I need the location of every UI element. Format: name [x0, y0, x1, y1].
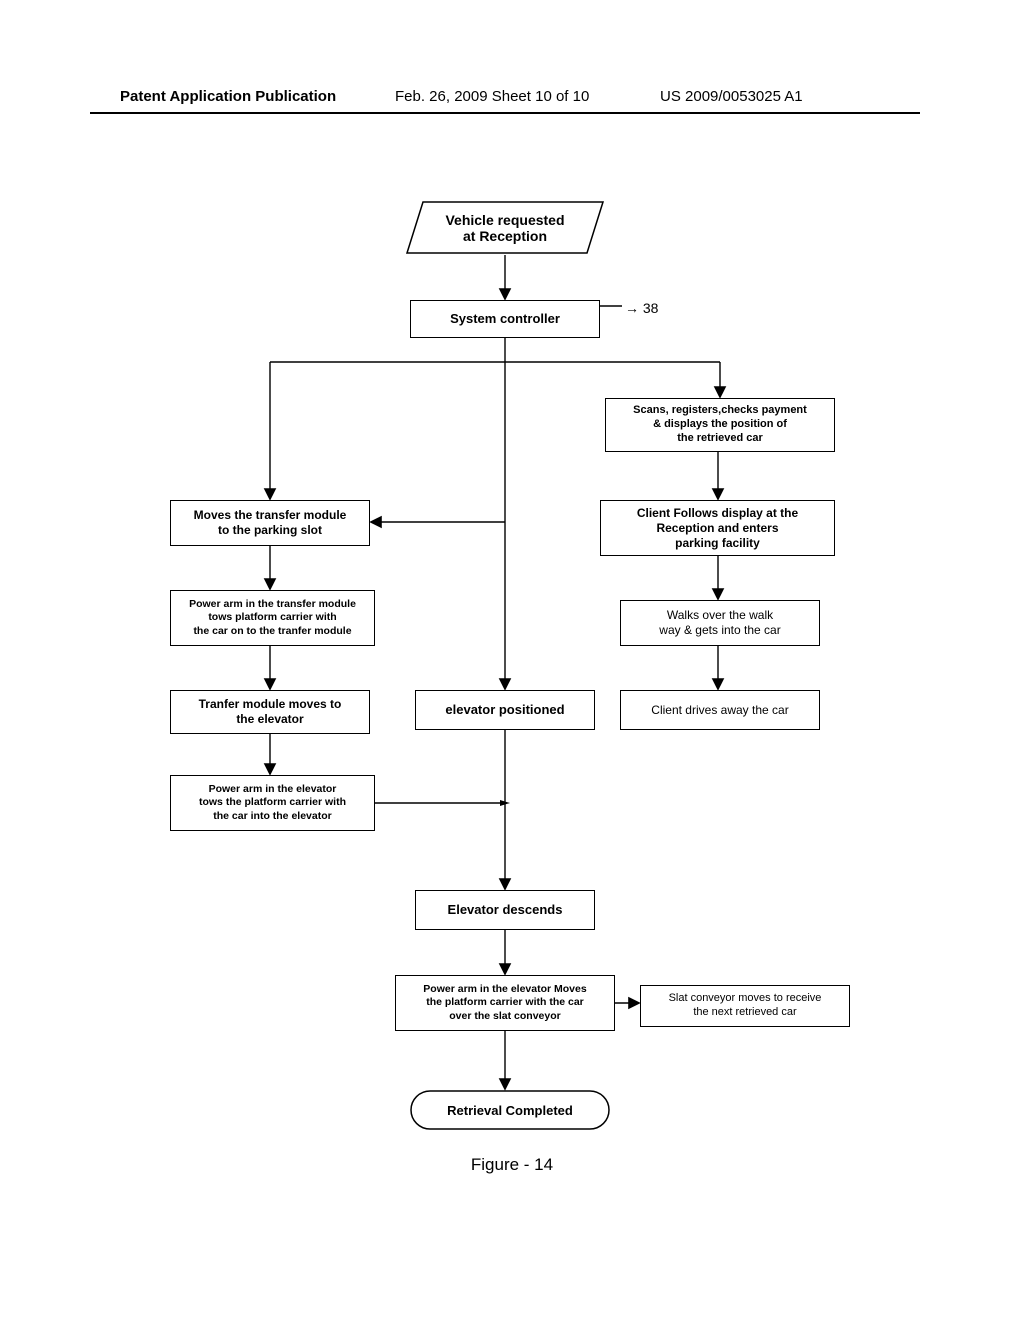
- terminator-node: Retrieval Completed: [410, 1090, 610, 1130]
- page: Patent Application Publication Feb. 26, …: [0, 0, 1024, 1320]
- node-power-arm-2: Power arm in the elevatortows the platfo…: [170, 775, 375, 831]
- node-scans: Scans, registers,checks payment& display…: [605, 398, 835, 452]
- node-client-follows: Client Follows display at theReception a…: [600, 500, 835, 556]
- node-walks: Walks over the walkway & gets into the c…: [620, 600, 820, 646]
- ref-38: → 38: [625, 300, 658, 316]
- node-slat-conveyor: Slat conveyor moves to receivethe next r…: [640, 985, 850, 1027]
- ref-38-num: 38: [643, 300, 659, 316]
- node-transfer-elevator: Tranfer module moves tothe elevator: [170, 690, 370, 734]
- node-elevator-pos: elevator positioned: [415, 690, 595, 730]
- node-elevator-descends: Elevator descends: [415, 890, 595, 930]
- page-header: Patent Application Publication Feb. 26, …: [0, 88, 1024, 108]
- node-power-arm-1: Power arm in the transfer moduletows pla…: [170, 590, 375, 646]
- start-node: Vehicle requestedat Reception: [405, 200, 605, 255]
- header-rule: [90, 112, 920, 114]
- header-left: Patent Application Publication: [120, 88, 336, 105]
- figure-label: Figure - 14: [0, 1155, 1024, 1175]
- start-label: Vehicle requestedat Reception: [405, 200, 605, 255]
- node-power-arm-3: Power arm in the elevator Movesthe platf…: [395, 975, 615, 1031]
- terminator-label: Retrieval Completed: [410, 1090, 610, 1130]
- node-drives-away: Client drives away the car: [620, 690, 820, 730]
- node-moves-transfer: Moves the transfer moduleto the parking …: [170, 500, 370, 546]
- header-mid: Feb. 26, 2009 Sheet 10 of 10: [395, 88, 589, 105]
- node-system-controller: System controller: [410, 300, 600, 338]
- header-right: US 2009/0053025 A1: [660, 88, 803, 105]
